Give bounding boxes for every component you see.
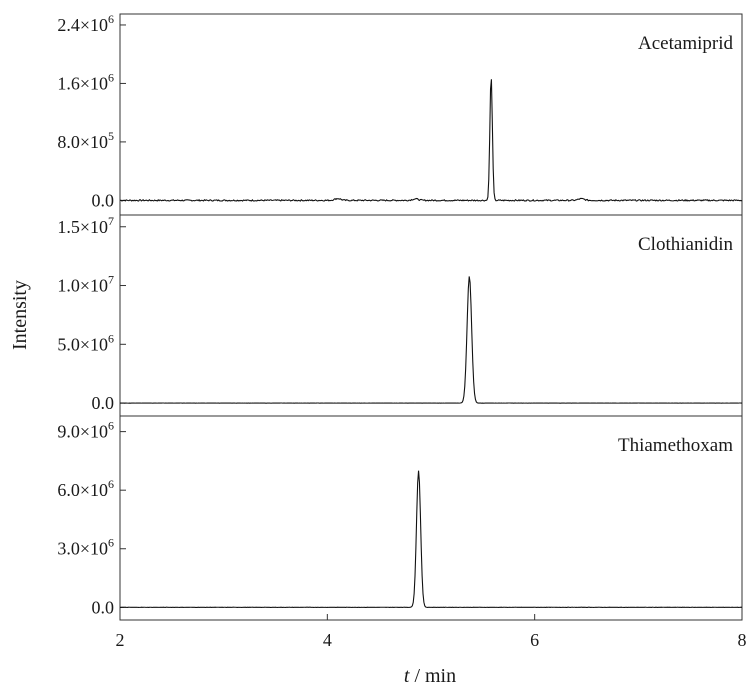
x-axis-title: t / min [404, 665, 456, 687]
x-tick-label: 6 [530, 630, 539, 650]
y-tick-label: 9.0×106 [57, 419, 114, 442]
x-tick-label: 8 [738, 630, 747, 650]
compound-label: Acetamiprid [638, 33, 733, 54]
x-tick-label: 4 [323, 630, 332, 650]
panel-thiamethoxam: 0.0 3.0×106 6.0×106 9.0×106 Thiamethoxam [57, 415, 743, 621]
compound-label: Thiamethoxam [618, 435, 733, 456]
y-tick-label: 2.4×106 [57, 12, 114, 35]
y-tick-label: 0.0 [92, 190, 115, 210]
y-tick-label: 0.0 [92, 597, 115, 617]
y-tick-label: 1.0×107 [57, 273, 114, 296]
panels: 0.0 8.0×105 1.6×106 2.4×106 Acetamiprid 0.0 5.… [57, 12, 743, 621]
x-axis: 2 4 6 8 [116, 614, 747, 650]
y-tick-label: 3.0×106 [57, 536, 114, 559]
panel-clothianidin: 0.0 5.0×106 1.0×107 1.5×107 Clothianidin [57, 214, 743, 417]
y-tick-label: 8.0×105 [57, 129, 114, 152]
x-axis-title-unit: / min [409, 665, 456, 687]
x-tick-label: 2 [116, 630, 125, 650]
y-axis-title: Intensity [9, 280, 31, 350]
trace-clothianidin [119, 276, 743, 404]
y-tick-label: 6.0×106 [57, 477, 114, 500]
compound-label: Clothianidin [638, 234, 734, 255]
panel-frame [119, 415, 743, 621]
panel-acetamiprid: 0.0 8.0×105 1.6×106 2.4×106 Acetamiprid [57, 12, 743, 216]
y-tick-label: 0.0 [92, 393, 115, 413]
y-tick-label: 5.0×106 [57, 331, 114, 354]
x-axis-title-variable: t [404, 665, 410, 687]
trace-acetamiprid [119, 79, 743, 202]
trace-thiamethoxam [119, 470, 743, 608]
y-tick-label: 1.6×106 [57, 70, 114, 93]
y-tick-label: 1.5×107 [57, 214, 114, 237]
